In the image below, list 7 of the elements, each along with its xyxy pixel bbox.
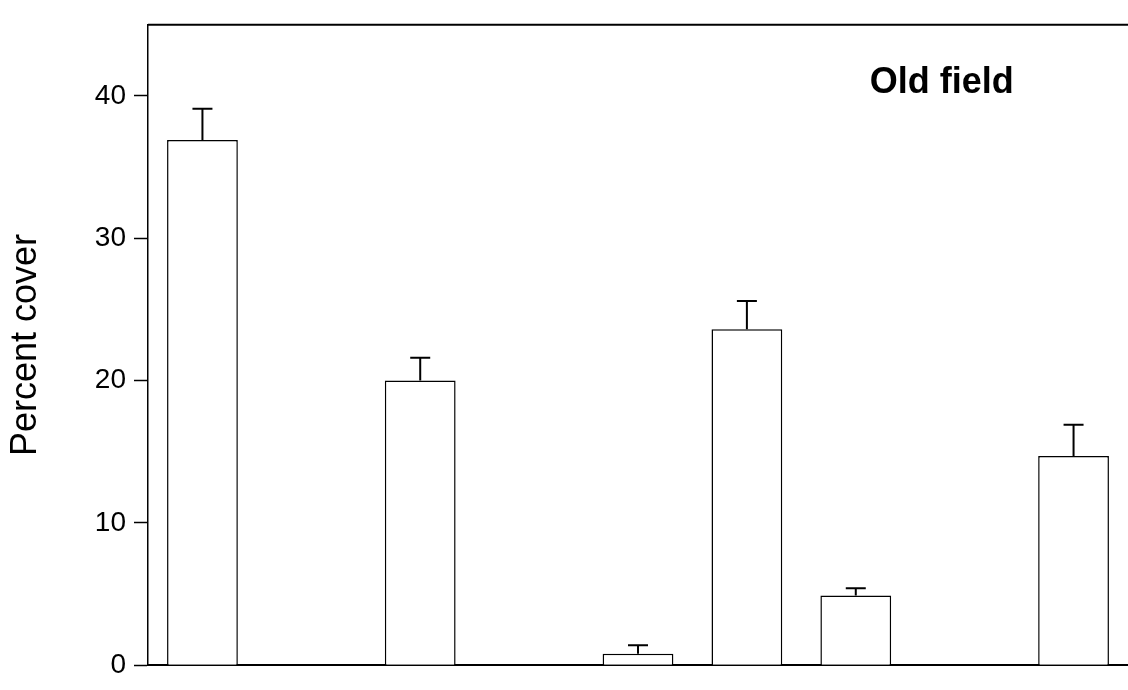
y-axis-title: Percent cover [2,233,44,457]
y-tick-label: 0 [110,647,126,679]
text: Old field [869,59,1014,101]
y-tick-label: 10 [94,505,126,537]
y-tick-label: 20 [94,363,126,395]
y-tick-label: 30 [94,220,126,252]
y-tick-label: 40 [94,78,126,110]
